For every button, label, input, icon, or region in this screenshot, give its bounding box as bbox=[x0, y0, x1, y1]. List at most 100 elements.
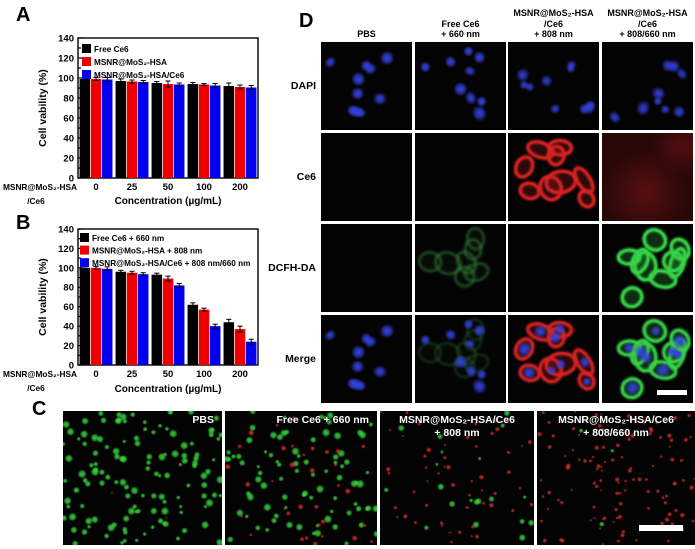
d-column-header-0: PBS bbox=[311, 3, 422, 40]
d-image-ce6-col4 bbox=[602, 133, 693, 221]
svg-text:60: 60 bbox=[63, 113, 74, 124]
legend-swatch bbox=[82, 70, 91, 79]
corner-label-line1: MSNR@MoS₂-HSA bbox=[3, 369, 77, 379]
legend-swatch bbox=[80, 245, 89, 255]
d-scale-bar bbox=[657, 390, 687, 395]
y-axis-label: Cell vability (%) bbox=[37, 258, 49, 336]
bar-series-1 bbox=[90, 77, 246, 178]
c-image-label-4: MSNR@MoS₂-HSA/Ce6 + 808/660 nm bbox=[537, 414, 695, 439]
svg-text:20: 20 bbox=[63, 341, 74, 352]
d-column-header-line: /Ce6 bbox=[543, 18, 563, 29]
legend-label: MSNR@MoS₂-HSA/Ce6 bbox=[94, 71, 185, 80]
y-axis-label: Cell vability (%) bbox=[37, 69, 49, 147]
d-column-header-line: + 660 nm bbox=[441, 29, 480, 40]
panel-d-label: D bbox=[299, 10, 314, 32]
svg-text:200: 200 bbox=[232, 182, 248, 193]
legend-label: MSNR@MoS₂-HSA/Ce6 + 808 nm/660 nm bbox=[92, 259, 250, 268]
svg-text:20: 20 bbox=[63, 153, 74, 164]
svg-text:80: 80 bbox=[63, 283, 74, 294]
d-image-ce6-col1 bbox=[321, 133, 412, 221]
legend-label: MSNR@MoS₂-HSA + 808 nm bbox=[92, 247, 202, 256]
svg-text:100: 100 bbox=[196, 369, 212, 380]
d-row-label-0: DAPI bbox=[290, 80, 316, 92]
svg-text:50: 50 bbox=[163, 182, 174, 193]
svg-text:40: 40 bbox=[63, 322, 74, 333]
bar-series-2 bbox=[101, 77, 257, 178]
corner-label-line1: MSNR@MoS₂-HSA bbox=[3, 182, 77, 192]
svg-text:60: 60 bbox=[63, 302, 74, 313]
c-image-label-line: MSNR@MoS₂-HSA/Ce6 bbox=[558, 414, 674, 426]
c-scale-bar bbox=[639, 525, 683, 531]
panel-a-cell-viability-chart: 0 20 40 60 80 100 120 140 0 25 50 100 200 Free Ce6 MSN… bbox=[3, 33, 259, 207]
c-image-3 bbox=[380, 411, 534, 545]
d-image-dcfh-da-col4 bbox=[602, 224, 693, 312]
d-column-header-line: Free Ce6 bbox=[441, 18, 480, 29]
d-row-label-1: Ce6 bbox=[296, 171, 316, 183]
legend-swatch bbox=[80, 258, 89, 268]
panel-a-label: A bbox=[16, 4, 31, 26]
legend-label: Free Ce6 + 660 nm bbox=[92, 234, 164, 243]
c-image-label-line: + 808/660 nm bbox=[583, 426, 649, 439]
d-image-merge-col2 bbox=[415, 315, 506, 403]
d-row-label-2: DCFH-DA bbox=[268, 262, 316, 274]
legend-swatch bbox=[80, 233, 89, 242]
legend-swatch bbox=[82, 44, 91, 53]
panel-c-label: C bbox=[32, 398, 47, 420]
c-image-1 bbox=[63, 411, 222, 545]
svg-text:0: 0 bbox=[93, 369, 98, 380]
d-image-dapi-col1 bbox=[321, 42, 412, 130]
c-image-4 bbox=[537, 411, 695, 545]
d-image-merge-col1 bbox=[321, 315, 412, 403]
d-column-header-line: /Ce6 bbox=[637, 18, 657, 29]
c-image-label-line: MSNR@MoS₂-HSA/Ce6 bbox=[399, 414, 515, 426]
svg-text:0: 0 bbox=[69, 173, 74, 184]
svg-text:120: 120 bbox=[58, 244, 74, 255]
d-column-header-line: MSNR@MoS₂-HSA bbox=[607, 8, 688, 19]
bar-series-1 bbox=[90, 265, 246, 365]
svg-text:80: 80 bbox=[63, 93, 74, 104]
svg-text:140: 140 bbox=[58, 33, 74, 44]
corner-label-line2: /Ce6 bbox=[27, 196, 45, 206]
c-image-label-1: PBS bbox=[63, 414, 214, 427]
d-image-dapi-col3 bbox=[508, 42, 599, 130]
svg-text:100: 100 bbox=[58, 263, 74, 274]
x-axis-label: Concentration (µg/mL) bbox=[115, 384, 222, 395]
svg-text:0: 0 bbox=[93, 182, 98, 193]
legend-swatch bbox=[82, 57, 91, 66]
c-image-label-line: PBS bbox=[192, 414, 214, 426]
svg-text:25: 25 bbox=[127, 369, 138, 380]
x-axis-label: Concentration (µg/mL) bbox=[115, 196, 222, 207]
svg-text:100: 100 bbox=[196, 182, 212, 193]
d-column-header-3: MSNR@MoS₂-HSA/Ce6 + 808/660 nm bbox=[592, 3, 695, 40]
svg-text:140: 140 bbox=[58, 224, 74, 235]
panel-b-label: B bbox=[16, 212, 31, 234]
svg-text:25: 25 bbox=[127, 182, 138, 193]
d-image-dcfh-da-col2 bbox=[415, 224, 506, 312]
bar-series-2 bbox=[101, 266, 257, 365]
svg-text:0: 0 bbox=[69, 360, 74, 371]
c-image-label-3: MSNR@MoS₂-HSA/Ce6 + 808 nm bbox=[380, 414, 534, 439]
d-image-dapi-col4 bbox=[602, 42, 693, 130]
d-image-dcfh-da-col3 bbox=[508, 224, 599, 312]
d-image-ce6-col3 bbox=[508, 133, 599, 221]
d-image-dapi-col2 bbox=[415, 42, 506, 130]
panel-b-cell-viability-chart: 0 20 40 60 80 100 120 140 0 25 50 100 200 Free Ce6 + … bbox=[3, 224, 259, 395]
d-column-header-1: Free Ce6 + 660 nm bbox=[405, 3, 516, 40]
d-image-dcfh-da-col1 bbox=[321, 224, 412, 312]
svg-text:120: 120 bbox=[58, 53, 74, 64]
c-image-label-2: Free Ce6 + 660 nm bbox=[225, 414, 369, 427]
d-image-merge-col3 bbox=[508, 315, 599, 403]
c-image-label-line: + 808 nm bbox=[434, 426, 480, 439]
corner-label-line2: /Ce6 bbox=[27, 383, 45, 393]
d-image-merge-col4 bbox=[602, 315, 693, 403]
d-column-header-2: MSNR@MoS₂-HSA/Ce6 + 808 nm bbox=[498, 3, 609, 40]
svg-text:100: 100 bbox=[58, 73, 74, 84]
d-row-label-3: Merge bbox=[285, 353, 316, 365]
d-column-header-line: + 808/660 nm bbox=[619, 29, 676, 40]
svg-text:200: 200 bbox=[232, 369, 248, 380]
legend-label: MSNR@MoS₂-HSA bbox=[94, 58, 167, 67]
d-column-header-line: MSNR@MoS₂-HSA bbox=[513, 8, 594, 19]
c-image-label-line: Free Ce6 + 660 nm bbox=[276, 414, 369, 426]
d-column-header-line: + 808 nm bbox=[534, 29, 573, 40]
